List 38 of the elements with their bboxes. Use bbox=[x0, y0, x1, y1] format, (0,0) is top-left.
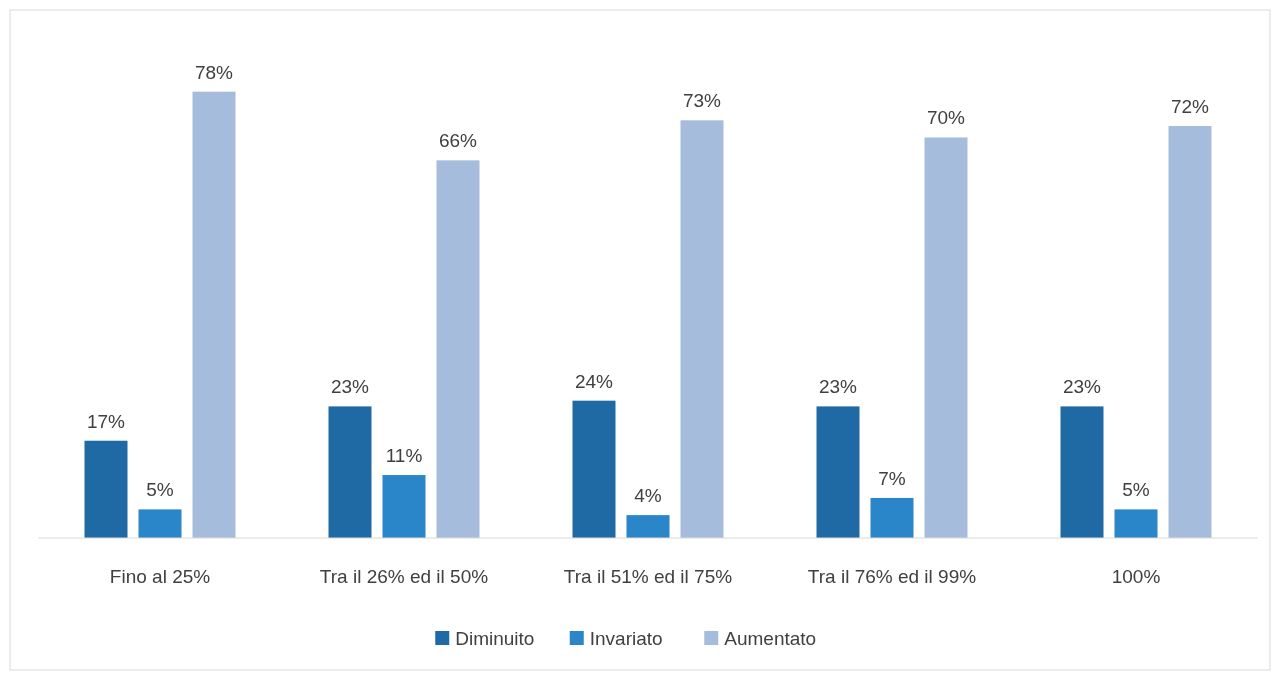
legend-label: Diminuito bbox=[455, 628, 535, 649]
bar bbox=[84, 440, 128, 538]
x-tick-label: 100% bbox=[1111, 566, 1161, 587]
bar bbox=[328, 406, 372, 538]
x-tick-label: Fino al 25% bbox=[109, 566, 211, 587]
data-label: 72% bbox=[1170, 96, 1210, 118]
data-label: 73% bbox=[682, 90, 722, 112]
bar bbox=[680, 120, 724, 538]
data-label: 23% bbox=[1062, 376, 1102, 398]
bar bbox=[436, 160, 480, 538]
bar bbox=[382, 475, 426, 538]
bar bbox=[870, 497, 914, 538]
bar bbox=[138, 509, 182, 538]
data-label: 11% bbox=[385, 445, 423, 467]
bar bbox=[626, 515, 670, 538]
data-label: 24% bbox=[574, 370, 614, 392]
bar bbox=[1168, 126, 1212, 538]
bar bbox=[192, 91, 236, 538]
data-label: 23% bbox=[818, 376, 858, 398]
legend-label: Invariato bbox=[589, 628, 663, 649]
bar bbox=[816, 406, 860, 538]
bar bbox=[924, 137, 968, 538]
data-label: 4% bbox=[634, 485, 662, 507]
data-label: 5% bbox=[146, 479, 174, 501]
data-label: 7% bbox=[878, 467, 906, 489]
bar bbox=[1114, 509, 1158, 538]
data-label: 5% bbox=[1122, 479, 1150, 501]
data-label: 23% bbox=[330, 376, 370, 398]
data-label: 78% bbox=[194, 61, 234, 83]
legend-label: Aumentato bbox=[724, 628, 817, 649]
data-label: 17% bbox=[86, 410, 126, 432]
bar bbox=[1060, 406, 1104, 538]
x-tick-label: Tra il 51% ed il 75% bbox=[563, 566, 733, 587]
x-tick-label: Tra il 76% ed il 99% bbox=[807, 566, 977, 587]
data-label: 66% bbox=[438, 130, 478, 152]
data-label: 70% bbox=[926, 107, 966, 129]
x-tick-label: Tra il 26% ed il 50% bbox=[319, 566, 489, 587]
bar bbox=[572, 400, 616, 538]
